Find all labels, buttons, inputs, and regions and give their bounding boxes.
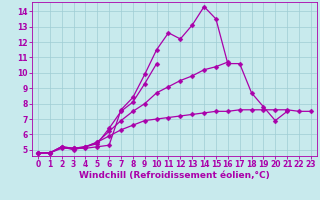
X-axis label: Windchill (Refroidissement éolien,°C): Windchill (Refroidissement éolien,°C)	[79, 171, 270, 180]
